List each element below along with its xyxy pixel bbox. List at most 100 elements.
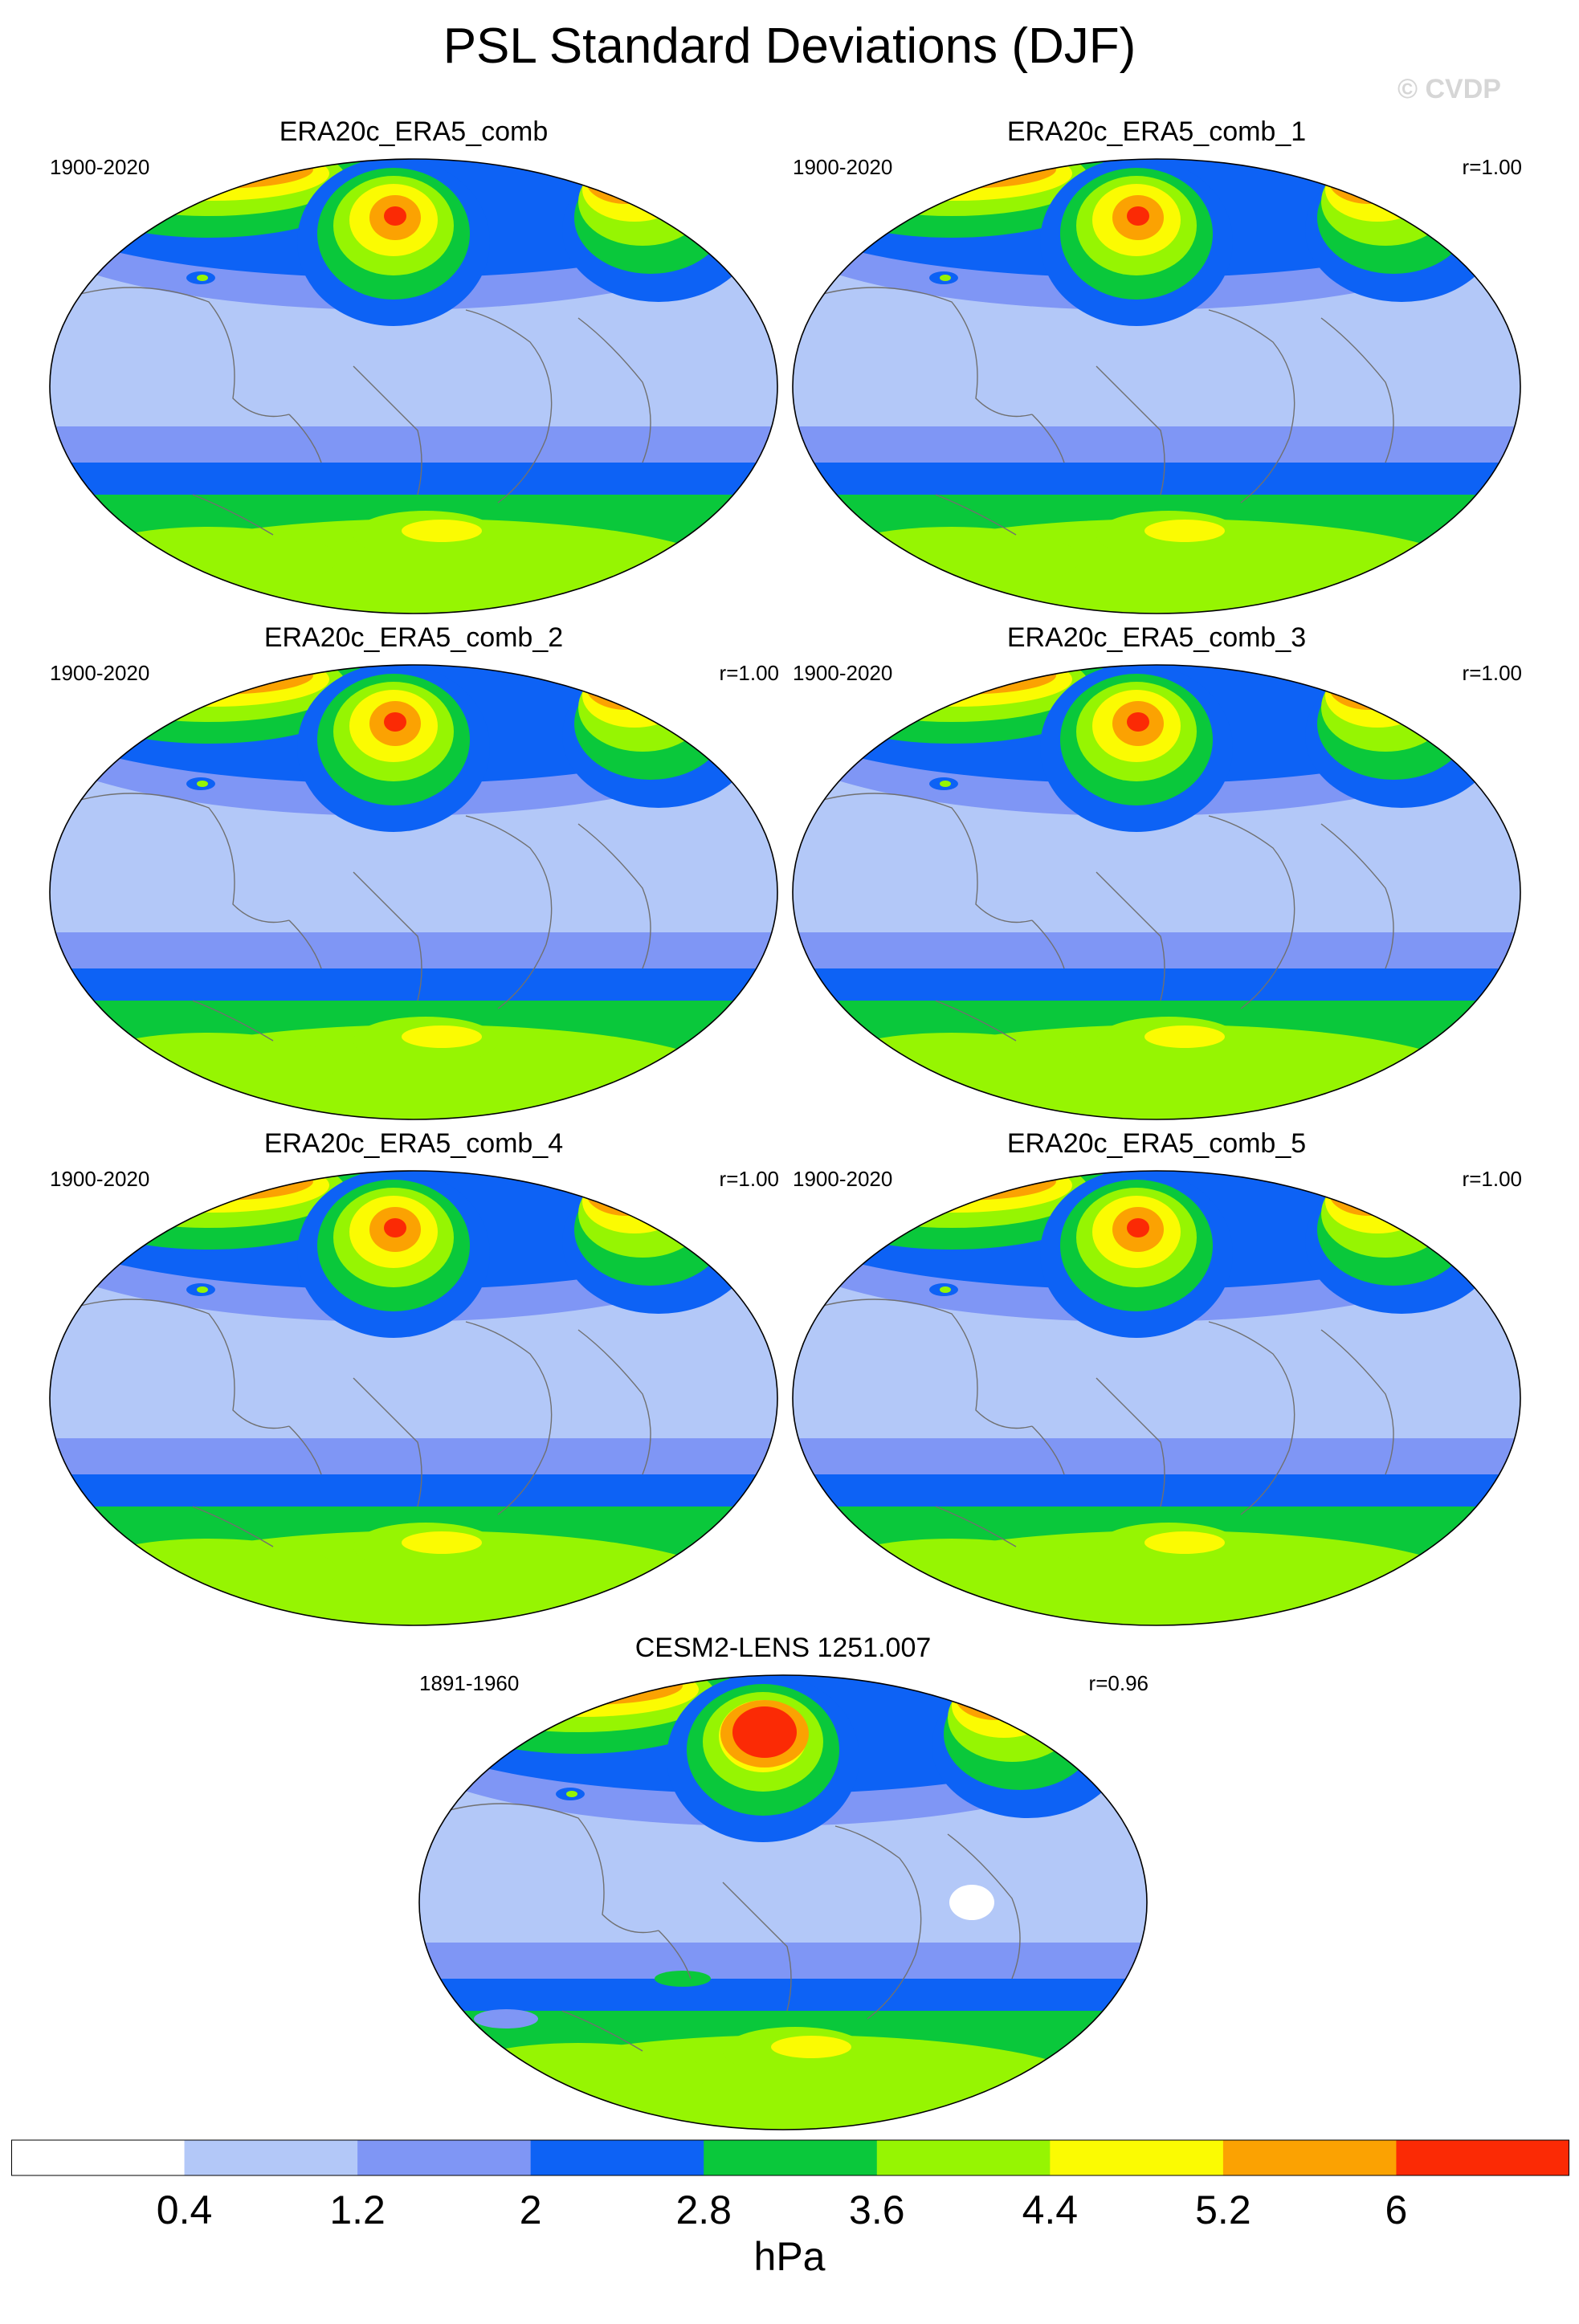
panel-period: 1900-2020 — [793, 1167, 893, 1191]
coastline — [935, 1506, 1017, 1547]
map-fill — [419, 1675, 1147, 2130]
contour-patch — [402, 520, 482, 542]
contour-patch — [949, 1885, 994, 1920]
contour-patch — [582, 665, 687, 728]
coastline — [465, 309, 553, 504]
panel-correlation: r=1.00 — [719, 661, 779, 685]
contour-patch — [823, 527, 1080, 591]
contour-patch — [952, 1675, 1056, 1738]
coastline — [935, 494, 1017, 536]
panel-title: ERA20c_ERA5_comb_3 — [1006, 622, 1307, 653]
psl-stddev-map — [49, 664, 778, 1120]
panel-title: ERA20c_ERA5_comb_2 — [263, 622, 564, 653]
coastline — [1096, 365, 1165, 495]
contour-patch — [732, 1706, 797, 1758]
coastline — [465, 1321, 553, 1515]
colorbar-tick-label: 0.4 — [156, 2187, 213, 2232]
panel-title: CESM2-LENS 1251.007 — [634, 1633, 932, 1663]
panel-title: ERA20c_ERA5_comb_1 — [1006, 116, 1307, 147]
coastline — [80, 793, 290, 923]
panel-period: 1900-2020 — [793, 155, 893, 179]
coastline — [449, 1803, 659, 1934]
contour-patch — [1127, 206, 1149, 226]
colorbar-tick-labels: 0.4 1.2 2 2.8 3.6 4.4 5.2 6 — [11, 2187, 1569, 2236]
panel-period: 1900-2020 — [50, 1167, 150, 1191]
map-fill — [50, 159, 777, 614]
contour-patch — [586, 159, 667, 204]
panel-title: ERA20c_ERA5_comb_5 — [1006, 1128, 1307, 1159]
psl-stddev-map — [792, 664, 1521, 1120]
contour-patch — [402, 1531, 482, 1554]
colorbar-swatch — [1222, 2140, 1397, 2175]
colorbar-swatch — [1050, 2140, 1224, 2175]
map-outline — [49, 158, 778, 614]
coastline — [577, 1329, 651, 1475]
contour-patch — [384, 1218, 406, 1237]
contour-patch — [474, 2009, 538, 2028]
coastline — [722, 1882, 792, 2012]
contour-patch — [655, 1971, 711, 1987]
contour-patch — [566, 1791, 577, 1797]
coastline — [1208, 309, 1295, 504]
contour-patch — [197, 781, 208, 787]
map-outline — [418, 1674, 1148, 2130]
colorbar-frame — [11, 2139, 1569, 2176]
colorbar-units: hPa — [753, 2234, 826, 2279]
coastline — [288, 1425, 322, 1475]
coastline — [192, 494, 274, 536]
contour-patch — [402, 1025, 482, 1048]
contour-patch — [1127, 1218, 1149, 1237]
panel-title: ERA20c_ERA5_comb — [279, 116, 549, 147]
coastline — [1031, 1425, 1065, 1475]
colorbar-tick-label: 3.6 — [849, 2187, 905, 2232]
map-panel-era20c-era5-comb-3: ERA20c_ERA5_comb_3 1900-2020 r=1.00 — [791, 620, 1522, 1126]
colorbar-tick-label: 4.4 — [1022, 2187, 1079, 2232]
coastline — [353, 1377, 422, 1507]
psl-stddev-map — [49, 1170, 778, 1626]
panel-correlation: r=1.00 — [1462, 155, 1522, 179]
map-outline — [792, 158, 1521, 614]
map-outline — [792, 664, 1521, 1120]
coastline — [577, 317, 651, 463]
map-fill — [50, 1171, 777, 1625]
map-panel-era20c-era5-comb-2: ERA20c_ERA5_comb_2 1900-2020 r=1.00 — [48, 620, 779, 1126]
contour-patch — [582, 1171, 687, 1233]
contour-patch — [80, 1033, 337, 1097]
colorbar-tick-label: 5.2 — [1195, 2187, 1251, 2232]
contour-patch — [197, 1286, 208, 1293]
coastline — [353, 365, 422, 495]
psl-stddev-map — [418, 1674, 1148, 2130]
panel-correlation: r=1.00 — [1462, 661, 1522, 685]
cvdp-watermark: © CVDP — [1397, 74, 1501, 104]
contour-patch — [1329, 159, 1410, 204]
contour-patch — [1325, 665, 1430, 728]
contour-patch — [1144, 1025, 1225, 1048]
contour-patch — [940, 1286, 951, 1293]
psl-stddev-map — [792, 1170, 1521, 1626]
contour-patch — [197, 275, 208, 281]
contour-patch — [384, 206, 406, 226]
contour-patch — [1127, 712, 1149, 732]
contour-patch — [1329, 1171, 1410, 1216]
colorbar-tick-label: 1.2 — [329, 2187, 386, 2232]
contour-patch — [384, 712, 406, 732]
coastline — [1320, 1329, 1394, 1475]
figure-title: PSL Standard Deviations (DJF) — [443, 18, 1136, 74]
colorbar — [11, 2139, 1569, 2176]
contour-patch — [582, 159, 687, 222]
colorbar-swatch — [11, 2140, 186, 2175]
coastline — [1208, 1321, 1295, 1515]
panel-correlation: r=1.00 — [719, 1167, 779, 1191]
coastline — [288, 919, 322, 969]
colorbar-tick-label: 2 — [519, 2187, 542, 2232]
coastline — [192, 1000, 274, 1042]
coastline — [935, 1000, 1017, 1042]
contour-patch — [498, 1675, 643, 1701]
coastline — [288, 414, 322, 463]
coastline — [947, 1833, 1021, 1979]
panel-correlation: r=1.00 — [1462, 1167, 1522, 1191]
contour-patch — [1144, 1531, 1225, 1554]
map-fill — [793, 1171, 1520, 1625]
contour-patch — [1325, 159, 1430, 222]
map-panel-era20c-era5-comb-5: ERA20c_ERA5_comb_5 1900-2020 r=1.00 — [791, 1126, 1522, 1632]
